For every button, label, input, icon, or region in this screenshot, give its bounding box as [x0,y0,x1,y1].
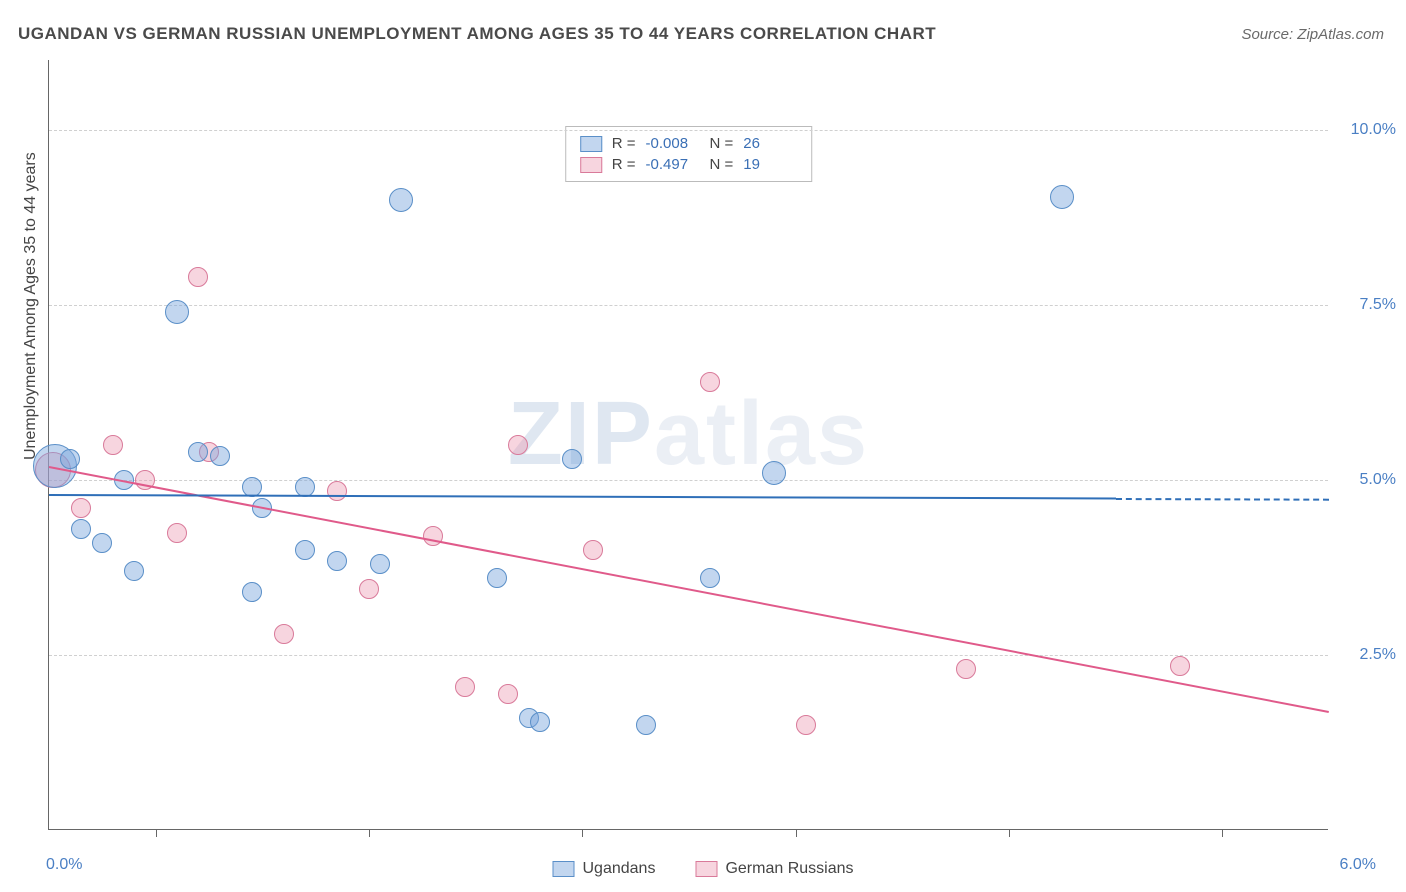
x-tick [369,829,370,837]
data-point-ugandans [389,188,413,212]
data-point-german-russians [508,435,528,455]
data-point-ugandans [295,540,315,560]
y-tick-label: 10.0% [1351,121,1396,139]
y-axis-label: Unemployment Among Ages 35 to 44 years [22,152,40,460]
data-point-ugandans [188,442,208,462]
data-point-german-russians [188,267,208,287]
data-point-german-russians [700,372,720,392]
legend-swatch-ugandans-icon [553,861,575,877]
x-axis-max-label: 6.0% [1340,856,1376,874]
data-point-ugandans [124,561,144,581]
data-point-ugandans [242,582,262,602]
stat-row-ugandans: R = -0.008 N = 26 [580,133,798,154]
plot-area: ZIPatlas R = -0.008 N = 26 R = -0.497 N … [48,60,1328,830]
data-point-ugandans [60,449,80,469]
data-point-ugandans [562,449,582,469]
data-point-ugandans [636,715,656,735]
gridline [49,130,1328,131]
x-tick [582,829,583,837]
data-point-german-russians [956,659,976,679]
chart-title: UGANDAN VS GERMAN RUSSIAN UNEMPLOYMENT A… [18,24,936,44]
data-point-ugandans [1050,185,1074,209]
data-point-german-russians [359,579,379,599]
legend-swatch-german-russians-icon [695,861,717,877]
y-tick-label: 5.0% [1360,471,1396,489]
x-tick [1222,829,1223,837]
legend-item-german-russians: German Russians [695,860,853,878]
gridline [49,305,1328,306]
swatch-german-russians-icon [580,157,602,173]
swatch-ugandans-icon [580,136,602,152]
correlation-stats-box: R = -0.008 N = 26 R = -0.497 N = 19 [565,126,813,182]
data-point-german-russians [103,435,123,455]
data-point-german-russians [455,677,475,697]
watermark: ZIPatlas [508,383,869,486]
data-point-ugandans [700,568,720,588]
y-tick-label: 7.5% [1360,296,1396,314]
gridline [49,480,1328,481]
data-point-german-russians [498,684,518,704]
x-tick [796,829,797,837]
data-point-ugandans [370,554,390,574]
x-axis-min-label: 0.0% [46,856,82,874]
data-point-german-russians [796,715,816,735]
x-tick [1009,829,1010,837]
data-point-ugandans [762,461,786,485]
source-attribution: Source: ZipAtlas.com [1241,26,1384,43]
legend-item-ugandans: Ugandans [553,860,656,878]
data-point-german-russians [71,498,91,518]
gridline [49,655,1328,656]
data-point-german-russians [274,624,294,644]
data-point-ugandans [92,533,112,553]
y-tick-label: 2.5% [1360,646,1396,664]
chart-container: UGANDAN VS GERMAN RUSSIAN UNEMPLOYMENT A… [0,0,1406,892]
data-point-ugandans [487,568,507,588]
data-point-ugandans [71,519,91,539]
data-point-german-russians [1170,656,1190,676]
data-point-ugandans [165,300,189,324]
x-tick [156,829,157,837]
data-point-ugandans [530,712,550,732]
data-point-german-russians [583,540,603,560]
trendline-ugandans-extrapolated [1116,498,1329,501]
data-point-german-russians [327,481,347,501]
data-point-ugandans [327,551,347,571]
stat-row-german-russians: R = -0.497 N = 19 [580,154,798,175]
legend: Ugandans German Russians [553,860,854,878]
data-point-ugandans [210,446,230,466]
data-point-german-russians [167,523,187,543]
